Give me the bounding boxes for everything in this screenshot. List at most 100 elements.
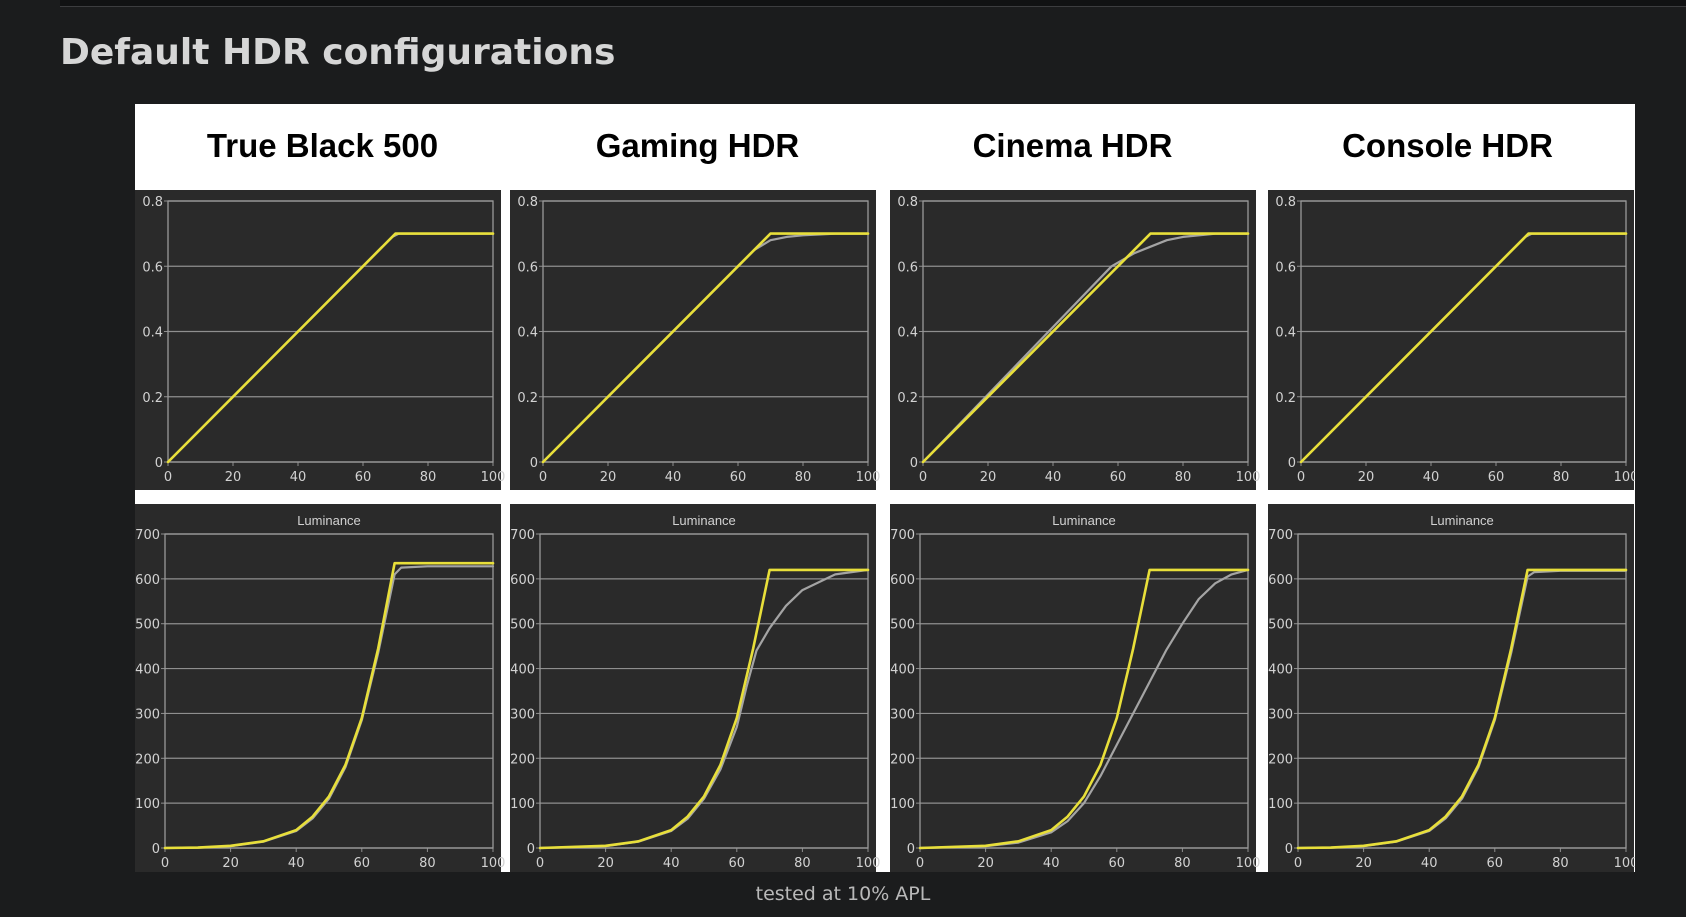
- plot-frame: [919, 533, 1249, 849]
- x-tick-label: 20: [597, 856, 614, 871]
- y-tick-label: 0.4: [517, 326, 538, 341]
- x-tick-label: 80: [1553, 470, 1570, 485]
- column-title-gaming-hdr: Gaming HDR: [595, 127, 800, 164]
- y-tick-label: 0.4: [897, 326, 918, 341]
- y-tick-label: 500: [1268, 618, 1293, 633]
- x-tick-label: 20: [222, 856, 239, 871]
- panel-background: [135, 504, 501, 872]
- x-tick-label: 0: [161, 856, 169, 871]
- x-tick-label: 100: [1236, 856, 1261, 871]
- panel-background: [510, 190, 876, 490]
- x-tick-label: 80: [1552, 856, 1569, 871]
- y-tick-label: 600: [510, 573, 535, 588]
- y-tick-label: 200: [510, 752, 535, 767]
- x-tick-label: 60: [354, 856, 371, 871]
- y-tick-label: 400: [890, 663, 915, 678]
- chart-title: Luminance: [672, 513, 736, 528]
- y-tick-label: 0: [1288, 456, 1296, 471]
- y-tick-label: 600: [135, 573, 160, 588]
- x-tick-label: 60: [1488, 470, 1505, 485]
- y-tick-label: 0.4: [1275, 326, 1296, 341]
- chart-title: Luminance: [1052, 513, 1116, 528]
- x-tick-label: 100: [1614, 856, 1635, 871]
- x-tick-label: 20: [977, 856, 994, 871]
- x-tick-label: 40: [1421, 856, 1438, 871]
- y-tick-label: 0.2: [1275, 391, 1296, 406]
- y-tick-label: 0.4: [142, 326, 163, 341]
- y-tick-label: 0.8: [517, 195, 538, 210]
- x-tick-label: 40: [288, 856, 305, 871]
- target-curve: [163, 561, 495, 850]
- figure-caption: tested at 10% APL: [755, 883, 931, 905]
- x-tick-label: 20: [600, 470, 617, 485]
- x-tick-label: 0: [164, 470, 172, 485]
- x-tick-label: 100: [1236, 470, 1261, 485]
- x-tick-label: 40: [665, 470, 682, 485]
- plot-frame: [164, 533, 494, 849]
- x-tick-label: 60: [1110, 470, 1127, 485]
- charts-canvas: 0 0.2 0.4 0.6 0.8 0 20 40 60 80 100 0 0.2 0.4 0.6 0.8 0 2…: [135, 190, 1635, 872]
- section-title: Default HDR configurations: [60, 32, 616, 73]
- top-rule: [60, 0, 1686, 7]
- panel-background: [1268, 190, 1634, 490]
- target-curve: [918, 568, 1250, 850]
- x-tick-label: 40: [290, 470, 307, 485]
- y-tick-label: 100: [510, 797, 535, 812]
- chart-panel-6: Luminance 0 100 200 300 400 500 600 700 0 20 40 60 80…: [510, 504, 880, 872]
- x-tick-label: 0: [1297, 470, 1305, 485]
- x-tick-label: 40: [1043, 856, 1060, 871]
- y-tick-label: 0.2: [517, 391, 538, 406]
- x-tick-label: 100: [481, 470, 506, 485]
- panel-background: [1268, 504, 1634, 872]
- x-tick-label: 0: [1294, 856, 1302, 871]
- x-tick-label: 60: [730, 470, 747, 485]
- x-tick-label: 20: [225, 470, 242, 485]
- chart-panel-5: Luminance 0 100 200 300 400 500 600 700 0 20 40 60 80…: [135, 504, 505, 872]
- y-tick-label: 0.6: [897, 260, 918, 275]
- x-tick-label: 80: [794, 856, 811, 871]
- x-tick-label: 100: [1614, 470, 1635, 485]
- target-curve: [166, 232, 495, 464]
- y-tick-label: 600: [1268, 573, 1293, 588]
- y-tick-label: 300: [1268, 707, 1293, 722]
- y-tick-label: 0.8: [897, 195, 918, 210]
- chart-panel-8: Luminance 0 100 200 300 400 500 600 700 0 20 40 60 80…: [1268, 504, 1635, 872]
- chart-title: Luminance: [297, 513, 361, 528]
- plot-frame: [539, 533, 869, 849]
- x-tick-label: 80: [419, 856, 436, 871]
- x-tick-label: 20: [1358, 470, 1375, 485]
- y-tick-label: 700: [510, 528, 535, 543]
- x-tick-label: 80: [420, 470, 437, 485]
- y-tick-label: 700: [1268, 528, 1293, 543]
- column-title-true-black-500: True Black 500: [206, 127, 439, 164]
- chart-panel-2: 0 0.2 0.4 0.6 0.8 0 20 40 60 80 100: [510, 190, 880, 490]
- y-tick-label: 0.6: [1275, 260, 1296, 275]
- chart-title: Luminance: [1430, 513, 1494, 528]
- x-tick-label: 100: [481, 856, 506, 871]
- plot-frame: [1297, 533, 1627, 849]
- y-tick-label: 200: [890, 752, 915, 767]
- y-tick-label: 0: [530, 456, 538, 471]
- y-tick-label: 0: [1285, 842, 1293, 857]
- x-tick-label: 40: [1045, 470, 1062, 485]
- x-tick-label: 0: [916, 856, 924, 871]
- target-curve: [541, 232, 870, 464]
- panel-background: [510, 504, 876, 872]
- plot-frame: [922, 200, 1249, 463]
- plot-frame: [542, 200, 869, 463]
- panel-background: [135, 190, 501, 490]
- column-title-cinema-hdr: Cinema HDR: [972, 127, 1173, 164]
- panel-background: [890, 190, 1256, 490]
- y-tick-label: 300: [510, 707, 535, 722]
- hdr-figure: True Black 500 Gaming HDR Cinema HDR Con…: [135, 104, 1635, 872]
- plot-frame: [167, 200, 494, 463]
- x-tick-label: 0: [539, 470, 547, 485]
- plot-frame: [1300, 200, 1627, 463]
- x-tick-label: 40: [1423, 470, 1440, 485]
- y-tick-label: 0: [527, 842, 535, 857]
- y-tick-label: 300: [135, 707, 160, 722]
- column-title-console-hdr: Console HDR: [1342, 127, 1553, 164]
- y-tick-label: 0.6: [517, 260, 538, 275]
- y-tick-label: 400: [510, 663, 535, 678]
- y-tick-label: 500: [510, 618, 535, 633]
